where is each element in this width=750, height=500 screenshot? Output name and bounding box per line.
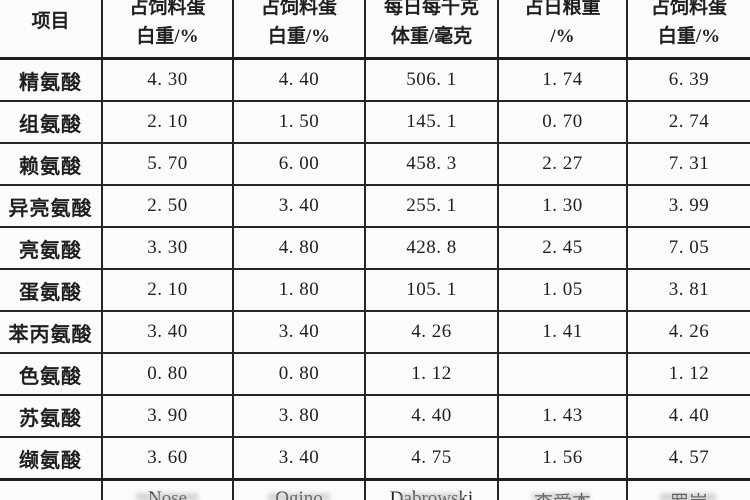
cell-value-empty: [497, 352, 628, 396]
cell-value: 3. 81: [626, 268, 750, 312]
cell-value: 1. 43: [497, 394, 628, 438]
cell-value: 2. 10: [101, 268, 234, 312]
col-header-protein-pct-2: 占饲料蛋 白重/%: [232, 0, 366, 60]
cell-value: 1. 12: [626, 352, 750, 396]
cell-value: 0. 80: [232, 352, 366, 396]
cell-value: 3. 40: [232, 436, 366, 481]
cell-value: 1. 50: [232, 100, 366, 144]
cell-value: 2. 50: [101, 184, 234, 228]
table-row-histidine: 组氨酸 2. 10 1. 50 145. 1 0. 70 2. 74: [0, 100, 750, 144]
cell-value: 458. 3: [364, 142, 499, 186]
cell-value: 7. 05: [626, 226, 750, 270]
cell-value: 255. 1: [364, 184, 499, 228]
row-label: 赖氨酸: [0, 142, 103, 186]
row-label: 组氨酸: [0, 100, 103, 144]
col-header-diet-pct: 占日粮重 /%: [497, 0, 628, 60]
cell-value: 6. 00: [232, 142, 366, 186]
table-row-data-source: 资料来源 Nose Ogino Dabrowski 李爱杰 罗岗: [0, 478, 750, 500]
cell-value: 4. 75: [364, 436, 499, 481]
cell-value: 2. 27: [497, 142, 628, 186]
clipped-text-smudge: [660, 493, 716, 500]
table-row-threonine: 苏氨酸 3. 90 3. 80 4. 40 1. 43 4. 40: [0, 394, 750, 438]
cell-value: 4. 26: [364, 310, 499, 354]
cell-value: 2. 10: [101, 100, 234, 144]
row-label: 精氨酸: [0, 57, 103, 102]
cell-value: 3. 99: [626, 184, 750, 228]
cell-value: 428. 8: [364, 226, 499, 270]
cell-value: 4. 26: [626, 310, 750, 354]
cell-value: 3. 40: [232, 310, 366, 354]
cell-value: 145. 1: [364, 100, 499, 144]
cell-value: 0. 70: [497, 100, 628, 144]
clipped-text-smudge: [136, 493, 198, 500]
col-header-protein-pct-1: 占饲料蛋 白重/%: [101, 0, 234, 60]
row-label: 色氨酸: [0, 352, 103, 396]
cell-value: 2. 45: [497, 226, 628, 270]
cell-value: 4. 57: [626, 436, 750, 481]
row-label: 资料来源: [0, 478, 103, 500]
clipped-text-smudge: [399, 493, 463, 500]
cell-value: 7. 31: [626, 142, 750, 186]
col-header-protein-pct-3: 占饲料蛋 白重/%: [626, 0, 750, 60]
row-label: 苯丙氨酸: [0, 310, 103, 354]
cell-value: 3. 40: [101, 310, 234, 354]
clipped-text-smudge: [532, 493, 590, 500]
cell-value: 3. 90: [101, 394, 234, 438]
cell-value: 3. 80: [232, 394, 366, 438]
clipped-text-smudge: [268, 493, 330, 500]
col-header-mg-per-kg-bw: 每日每千克 体重/毫克: [364, 0, 499, 60]
cell-value: 4. 40: [626, 394, 750, 438]
row-label: 缬氨酸: [0, 436, 103, 481]
cell-value: 1. 80: [232, 268, 366, 312]
cell-value: 4. 40: [364, 394, 499, 438]
cell-value: 1. 74: [497, 57, 628, 102]
cell-value: 1. 05: [497, 268, 628, 312]
row-label: 异亮氨酸: [0, 184, 103, 228]
table-row-tryptophan: 色氨酸 0. 80 0. 80 1. 12 1. 12: [0, 352, 750, 396]
table-row-valine: 缬氨酸 3. 60 3. 40 4. 75 1. 56 4. 57: [0, 436, 750, 481]
row-label: 苏氨酸: [0, 394, 103, 438]
cell-value: 1. 12: [364, 352, 499, 396]
header-row: 项目 占饲料蛋 白重/% 占饲料蛋 白重/% 每日每千克 体重/毫克 占日粮重 …: [0, 0, 750, 60]
col-header-item: 项目: [0, 0, 103, 60]
cell-value: 1. 30: [497, 184, 628, 228]
table-row-leucine: 亮氨酸 3. 30 4. 80 428. 8 2. 45 7. 05: [0, 226, 750, 270]
cell-value: 4. 40: [232, 57, 366, 102]
cell-value: 506. 1: [364, 57, 499, 102]
row-label: 亮氨酸: [0, 226, 103, 270]
table-row-lysine: 赖氨酸 5. 70 6. 00 458. 3 2. 27 7. 31: [0, 142, 750, 186]
cell-value: 2. 74: [626, 100, 750, 144]
cell-value: 105. 1: [364, 268, 499, 312]
cell-value: 4. 30: [101, 57, 234, 102]
cell-value: 0. 80: [101, 352, 234, 396]
cell-value: 1. 56: [497, 436, 628, 481]
cell-value: 1. 41: [497, 310, 628, 354]
col-header-item-label: 项目: [31, 11, 70, 33]
cell-value: 3. 30: [101, 226, 234, 270]
row-label: 蛋氨酸: [0, 268, 103, 312]
table-row-phenylalanine: 苯丙氨酸 3. 40 3. 40 4. 26 1. 41 4. 26: [0, 310, 750, 354]
table-row-arginine: 精氨酸 4. 30 4. 40 506. 1 1. 74 6. 39: [0, 57, 750, 102]
cell-value: 3. 60: [101, 436, 234, 481]
cell-value: 4. 80: [232, 226, 366, 270]
cell-value: 3. 40: [232, 184, 366, 228]
table-row-isoleucine: 异亮氨酸 2. 50 3. 40 255. 1 1. 30 3. 99: [0, 184, 750, 228]
cell-value: 5. 70: [101, 142, 234, 186]
table-row-methionine: 蛋氨酸 2. 10 1. 80 105. 1 1. 05 3. 81: [0, 268, 750, 312]
cell-value: 6. 39: [626, 57, 750, 102]
